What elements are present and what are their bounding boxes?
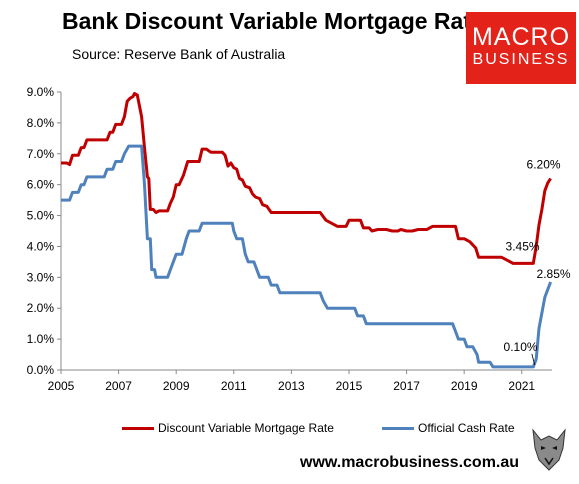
y-tick-label: 1.0% [27, 332, 55, 346]
y-tick-label: 5.0% [27, 209, 55, 223]
legend-swatch-blue [382, 427, 414, 431]
mortgage-rate-line [61, 92, 552, 265]
y-tick-label: 7.0% [27, 147, 55, 161]
y-tick-label: 6.0% [27, 178, 55, 192]
data-label: 3.45% [506, 239, 540, 253]
y-tick-label: 2.0% [27, 301, 55, 315]
data-label: 0.10% [504, 340, 538, 354]
chart-subtitle: Source: Reserve Bank of Australia [72, 46, 286, 62]
x-tick-label: 2007 [105, 379, 132, 393]
footer-url: www.macrobusiness.com.au [300, 454, 520, 471]
x-tick-label: 2015 [336, 379, 363, 393]
macrobusiness-logo: MACRO BUSINESS [466, 12, 576, 84]
x-tick-label: 2021 [508, 379, 535, 393]
x-tick-label: 2011 [221, 379, 247, 393]
x-tick-label: 2019 [451, 379, 478, 393]
x-tick-label: 2017 [393, 379, 420, 393]
legend-item-mortgage-rate: Discount Variable Mortgage Rate [122, 421, 334, 435]
x-tick-label: 2013 [278, 379, 305, 393]
y-tick-label: 3.0% [27, 270, 55, 284]
legend-item-cash-rate: Official Cash Rate [382, 421, 515, 435]
x-tick-label: 2005 [48, 379, 75, 393]
x-tick-label: 2009 [163, 379, 190, 393]
y-tick-label: 4.0% [27, 239, 55, 253]
logo-line-2: BUSINESS [472, 51, 570, 68]
cash-rate-line [61, 144, 553, 369]
logo-line-1: MACRO [471, 23, 571, 51]
legend-label-cash-rate: Official Cash Rate [418, 421, 515, 435]
legend-swatch-red [122, 427, 154, 431]
chart-title: Bank Discount Variable Mortgage Rate [62, 8, 484, 34]
data-label: 2.85% [537, 267, 571, 281]
y-tick-label: 0.0% [27, 363, 55, 377]
data-label: 6.20% [527, 157, 561, 171]
label-leader-line [531, 353, 536, 366]
y-tick-label: 9.0% [27, 85, 55, 99]
legend-label-mortgage-rate: Discount Variable Mortgage Rate [158, 421, 334, 435]
wolf-logo-icon [532, 428, 566, 471]
y-tick-label: 8.0% [27, 116, 55, 130]
